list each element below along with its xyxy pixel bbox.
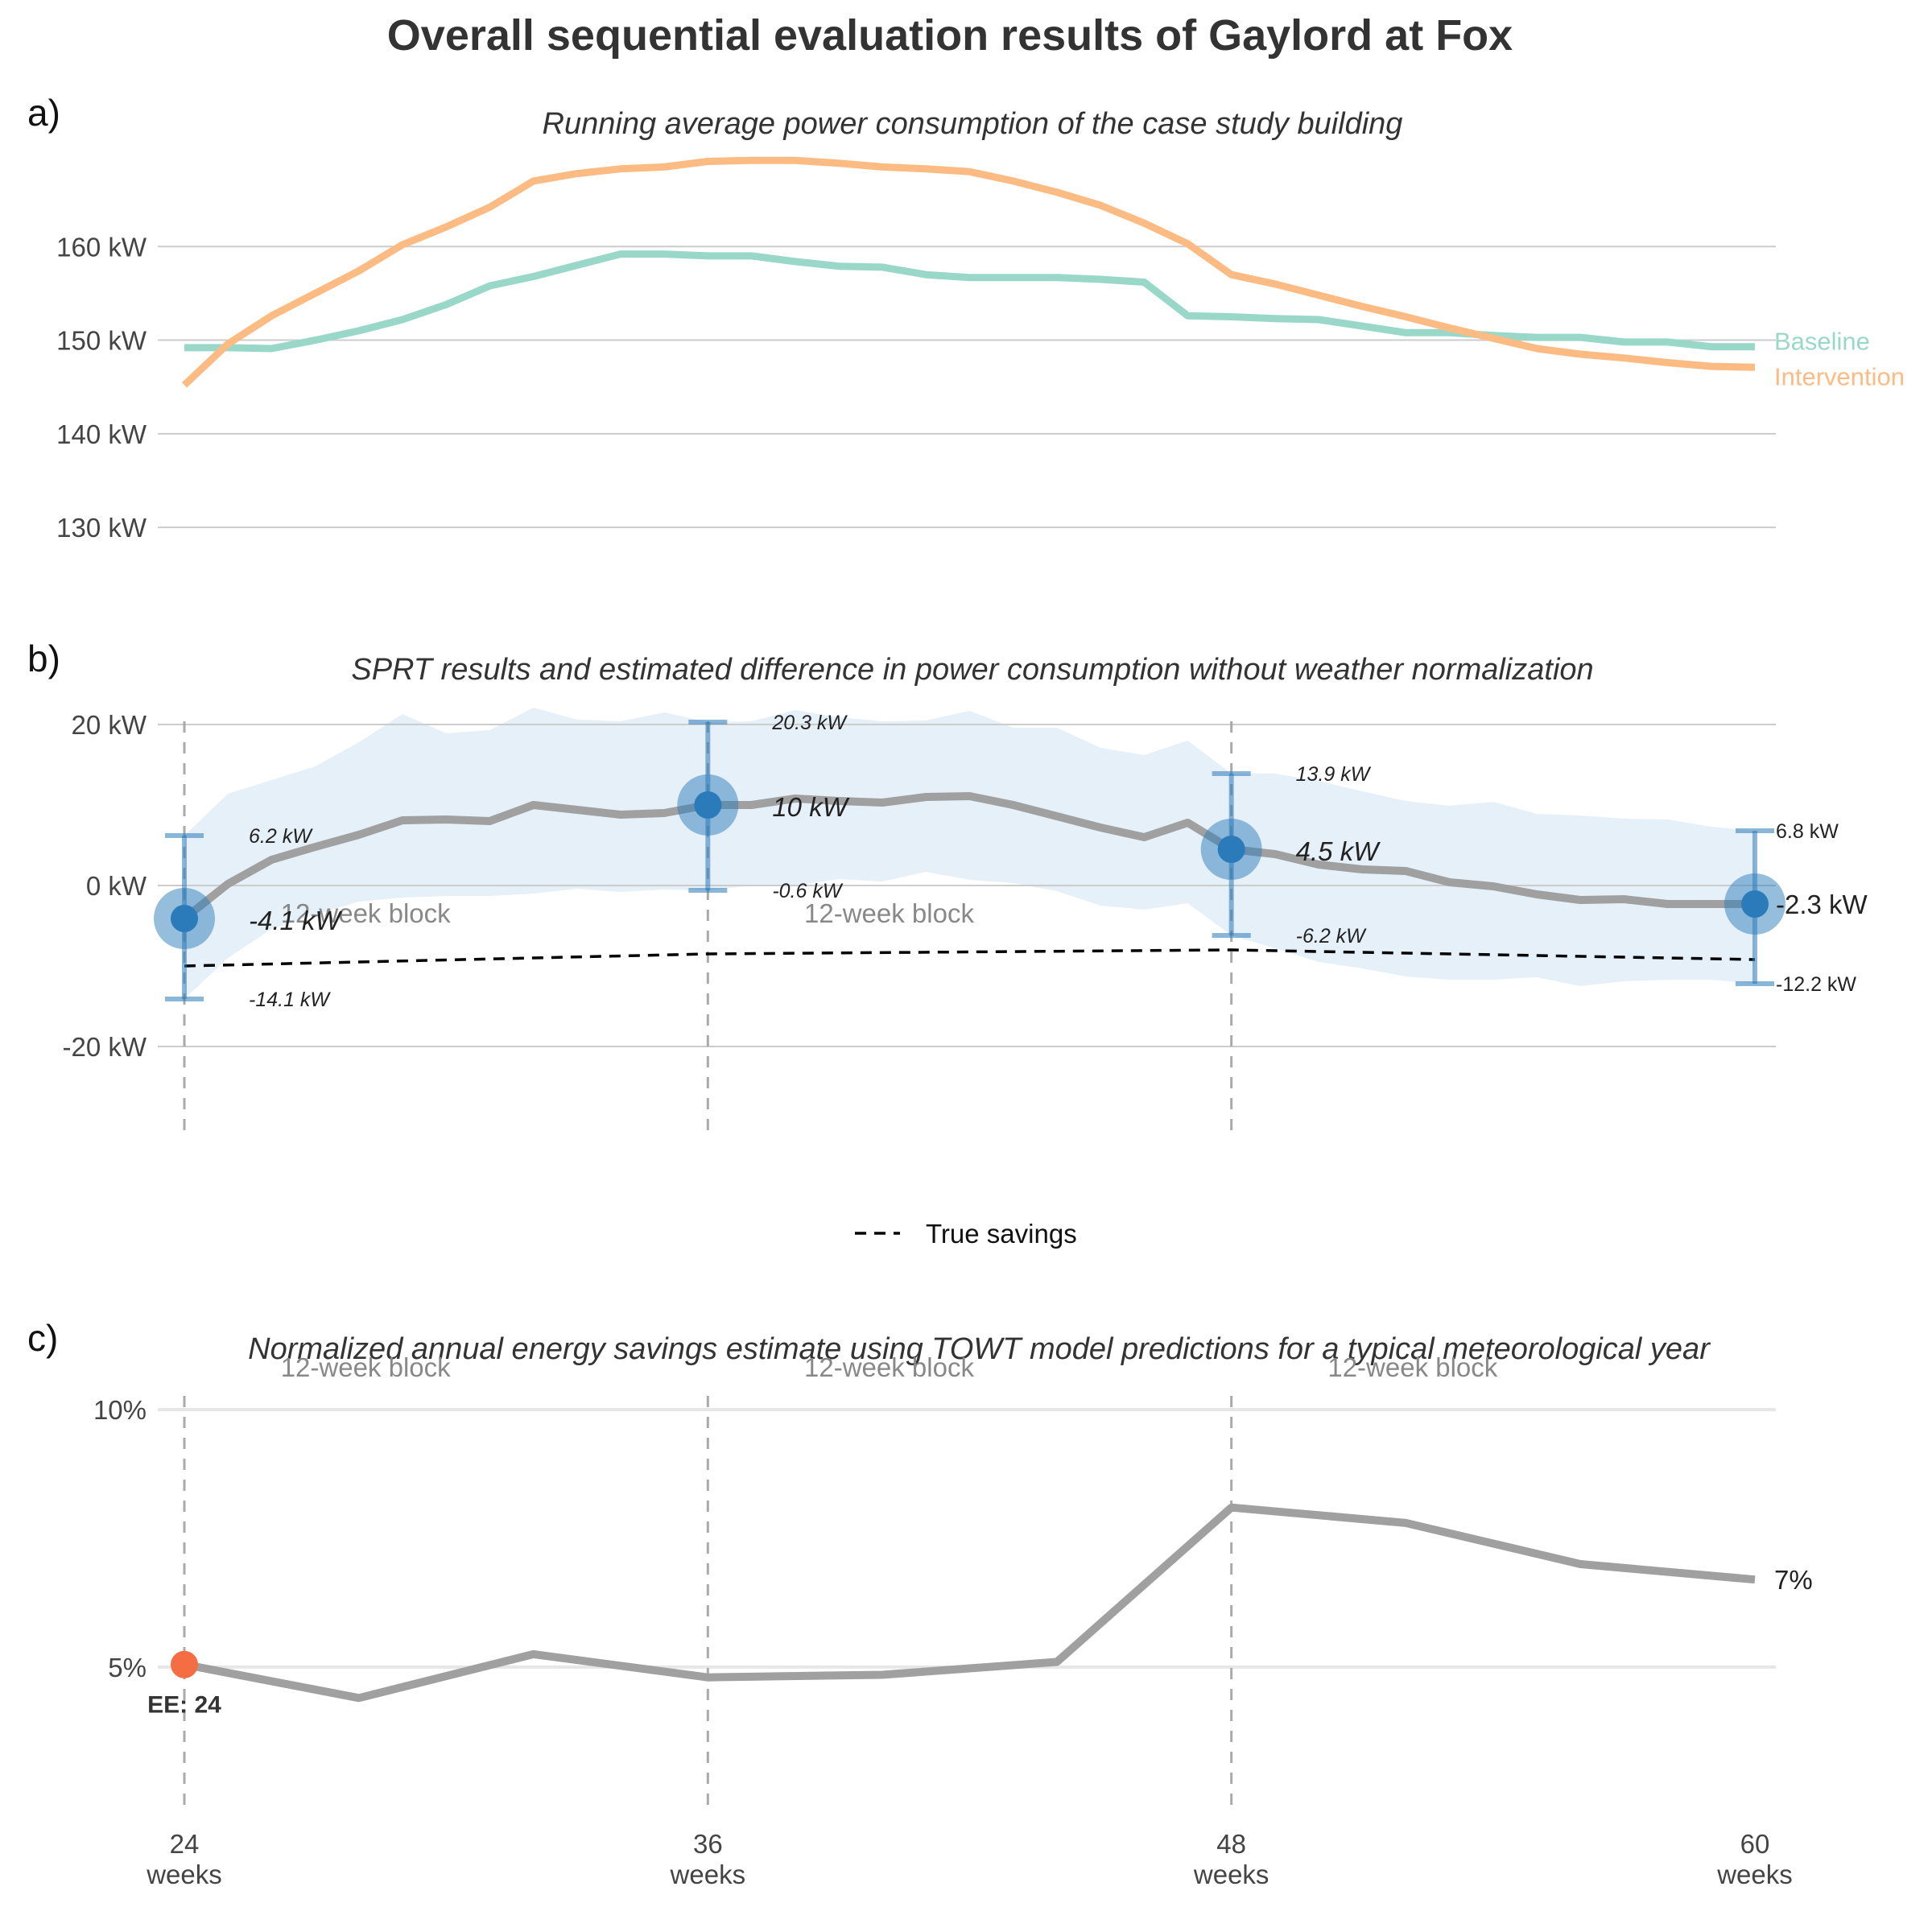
panel-c-block-label: 12-week block — [1327, 1352, 1497, 1382]
panel-b-estimate-label: -2.3 kW — [1776, 890, 1868, 919]
x-tick-label-unit: weeks — [146, 1860, 222, 1889]
panel-a-y-tick-label: 160 kW — [56, 232, 147, 262]
panel-a-series-intervention-label: Intervention — [1774, 362, 1905, 390]
panel-b-sprt-point-36: 10 kW 20.3 kW -0.6 kW — [677, 712, 850, 902]
panel-a-y-tick-label: 140 kW — [56, 419, 147, 449]
x-tick-label-number: 36 — [693, 1829, 723, 1859]
panel-a-series-intervention-line — [181, 156, 1756, 388]
panel-a-y-tick-label: 130 kW — [56, 513, 147, 543]
panel-b-estimate-label: -4.1 kW — [249, 906, 343, 935]
panel-b-estimate-label: 10 kW — [772, 792, 849, 822]
panel-b-estimate-line — [181, 792, 1755, 922]
panel-c-label: c) — [27, 1317, 58, 1359]
panel-c-block-label: 12-week block — [281, 1352, 451, 1382]
panel-b-estimate-point — [1217, 836, 1245, 863]
panel-b-sprt-results: b) SPRT results and estimated difference… — [27, 638, 1868, 1137]
panel-b-estimate-point — [171, 905, 198, 932]
panel-a-power-consumption: a) Running average power consumption of … — [27, 92, 1905, 543]
panel-b-upper-label: 20.3 kW — [771, 712, 848, 734]
x-tick-label-number: 60 — [1740, 1829, 1770, 1859]
x-tick-label-number: 48 — [1216, 1829, 1246, 1859]
panel-b-y-tick-label: 0 kW — [86, 871, 147, 901]
panel-c-end-label: 7% — [1774, 1565, 1813, 1595]
panel-a-series-baseline-line — [184, 250, 1755, 353]
panel-b-y-tick-label: -20 kW — [62, 1032, 147, 1062]
panel-c-block-label: 12-week block — [804, 1352, 974, 1382]
panel-b-estimate-label: 4.5 kW — [1296, 836, 1381, 866]
legend: True savings — [855, 1219, 1077, 1249]
legend-true-savings-label: True savings — [926, 1219, 1077, 1249]
panel-b-lower-label: -6.2 kW — [1296, 925, 1368, 947]
panel-b-subtitle: SPRT results and estimated difference in… — [351, 653, 1593, 687]
panel-c-y-tick-label: 10% — [93, 1395, 147, 1425]
panel-b-estimate-point — [1741, 890, 1769, 918]
panel-b-block-label: 12-week block — [281, 898, 451, 928]
panel-b-upper-label: 6.8 kW — [1776, 820, 1839, 843]
panel-b-sprt-point-60: -2.3 kW 6.8 kW -12.2 kW — [1724, 820, 1868, 996]
panel-b-label: b) — [27, 638, 60, 679]
panel-b-y-tick-label: 20 kW — [71, 710, 147, 740]
panel-c-ee-marker — [171, 1650, 198, 1678]
panel-b-upper-label: 6.2 kW — [249, 825, 313, 848]
panel-c-ee-label: EE: 24 — [147, 1692, 221, 1719]
panel-b-confidence-ribbon — [184, 708, 1755, 999]
panel-b-lower-label: -14.1 kW — [249, 989, 331, 1011]
x-tick-label-unit: weeks — [1716, 1860, 1793, 1889]
panel-b-lower-label: -0.6 kW — [772, 880, 844, 902]
panel-b-lower-label: -12.2 kW — [1776, 973, 1856, 996]
x-tick-label-number: 24 — [170, 1829, 200, 1859]
panel-a-subtitle: Running average power consumption of the… — [543, 107, 1403, 141]
panel-a-series-baseline-label: Baseline — [1774, 328, 1870, 356]
panel-b-block-label: 12-week block — [804, 898, 974, 928]
panel-c-y-tick-label: 5% — [108, 1653, 147, 1682]
panel-a-y-tick-label: 150 kW — [56, 326, 147, 356]
panel-b-sprt-point-48: 4.5 kW 13.9 kW -6.2 kW — [1200, 763, 1381, 947]
panel-b-estimate-point — [694, 791, 722, 819]
panel-c-normalized-savings: c) Normalized annual energy savings esti… — [27, 1317, 1813, 1889]
panel-b-sprt-point-24: -4.1 kW 6.2 kW -14.1 kW — [154, 825, 343, 1011]
panel-c-subtitle: Normalized annual energy savings estimat… — [248, 1332, 1711, 1366]
panel-a-label: a) — [27, 92, 60, 134]
figure-title: Overall sequential evaluation results of… — [387, 11, 1513, 60]
x-tick-label-unit: weeks — [1193, 1860, 1269, 1889]
panel-b-true-savings-line — [184, 948, 1756, 968]
x-tick-label-unit: weeks — [670, 1860, 746, 1889]
panel-c-savings-line — [184, 1503, 1756, 1703]
panel-b-upper-label: 13.9 kW — [1296, 763, 1372, 786]
